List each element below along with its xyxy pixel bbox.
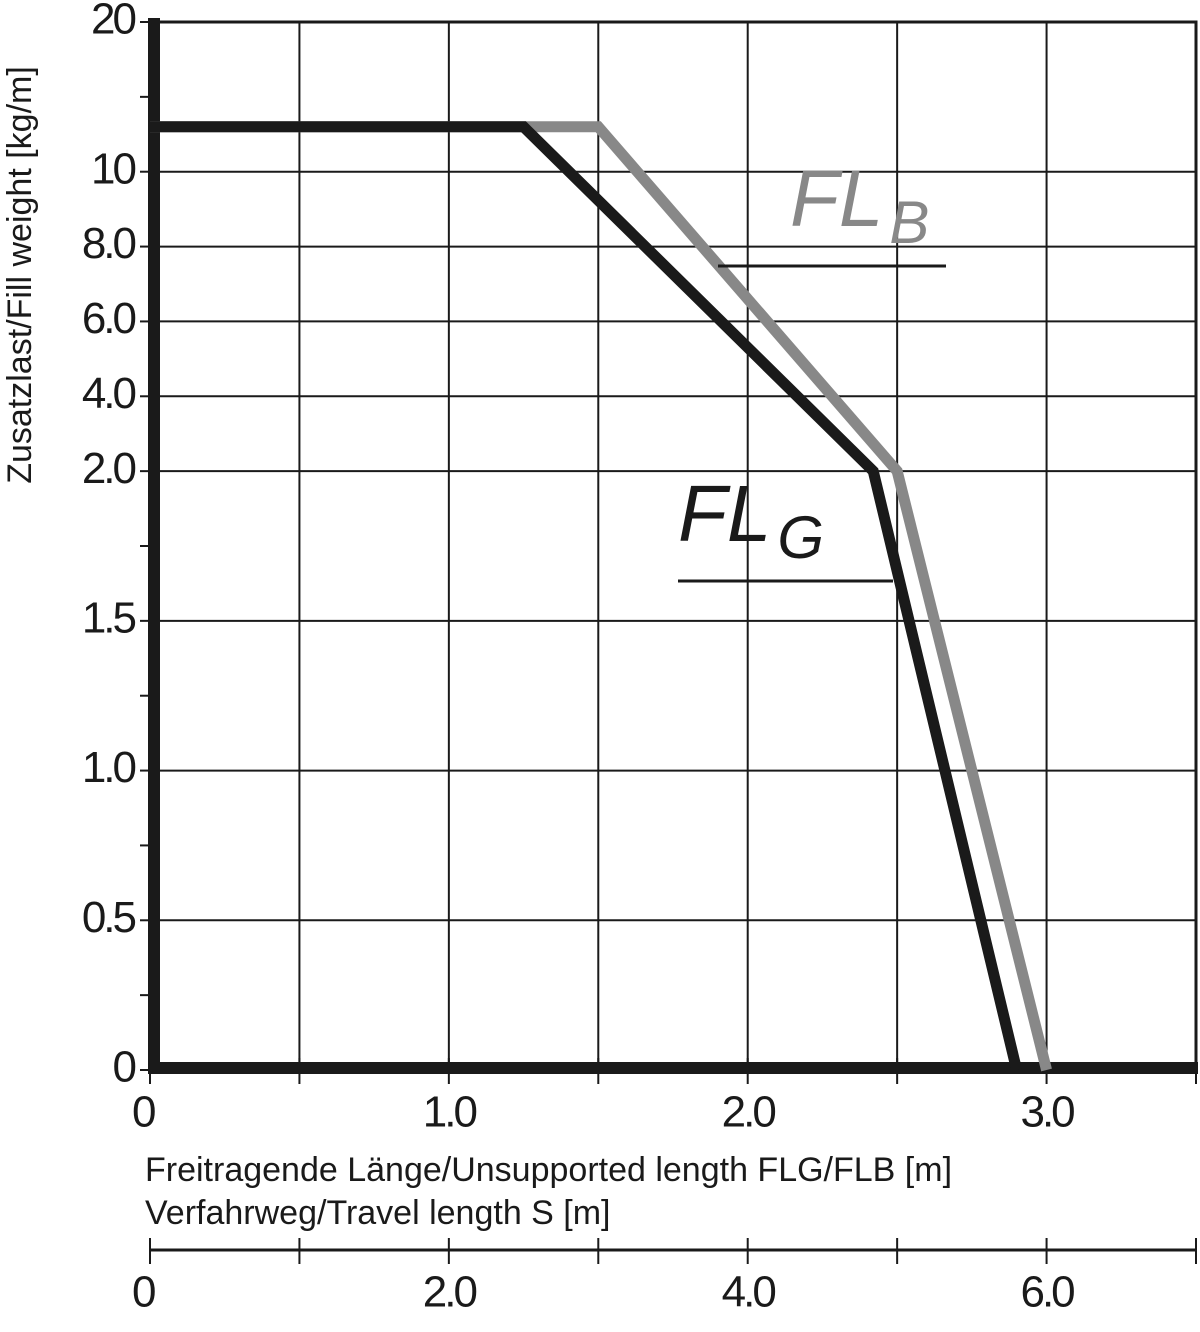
x-tick-label: 1.0 bbox=[423, 1088, 477, 1137]
x-tick-label: 3.0 bbox=[1020, 1088, 1074, 1137]
x-tick-label: 2.0 bbox=[722, 1088, 776, 1137]
series-label: FL B bbox=[790, 154, 929, 256]
x-tick-label: 2.0 bbox=[423, 1268, 477, 1317]
y-tick-label: 8.0 bbox=[82, 219, 136, 268]
series-label-main: FL bbox=[790, 154, 883, 243]
y-tick-label: 10 bbox=[91, 144, 135, 193]
plot-frame bbox=[148, 20, 1198, 1072]
x-tick-label: 4.0 bbox=[722, 1268, 776, 1317]
y-axis-label: Zusatzlast/Fill weight [kg/m] bbox=[1, 66, 39, 484]
y-tick-label: 1.0 bbox=[82, 743, 136, 792]
y-tick-label: 0.5 bbox=[82, 893, 136, 942]
y-tick-label: 6.0 bbox=[82, 294, 136, 343]
series-label-sub: B bbox=[889, 189, 929, 256]
y-tick-label: 1.5 bbox=[82, 593, 136, 642]
x-tick-label: 6.0 bbox=[1020, 1268, 1074, 1317]
y-tick-label: 4.0 bbox=[82, 369, 136, 418]
y-tick-label: 2.0 bbox=[82, 444, 136, 493]
y-tick-label: 0 bbox=[113, 1043, 136, 1092]
x-axis-label: Freitragende Länge/Unsupported length FL… bbox=[145, 1151, 952, 1189]
series-label: FL G bbox=[678, 469, 824, 571]
series-label-main: FL bbox=[678, 469, 771, 558]
y-tick-label: 20 bbox=[91, 0, 135, 44]
data-line bbox=[150, 121, 1023, 1072]
series-label-sub: G bbox=[777, 504, 824, 571]
x2-axis-label: Verfahrweg/Travel length S [m] bbox=[145, 1194, 611, 1232]
x-tick-label: 0 bbox=[132, 1088, 155, 1137]
x-tick-label: 0 bbox=[132, 1268, 155, 1317]
